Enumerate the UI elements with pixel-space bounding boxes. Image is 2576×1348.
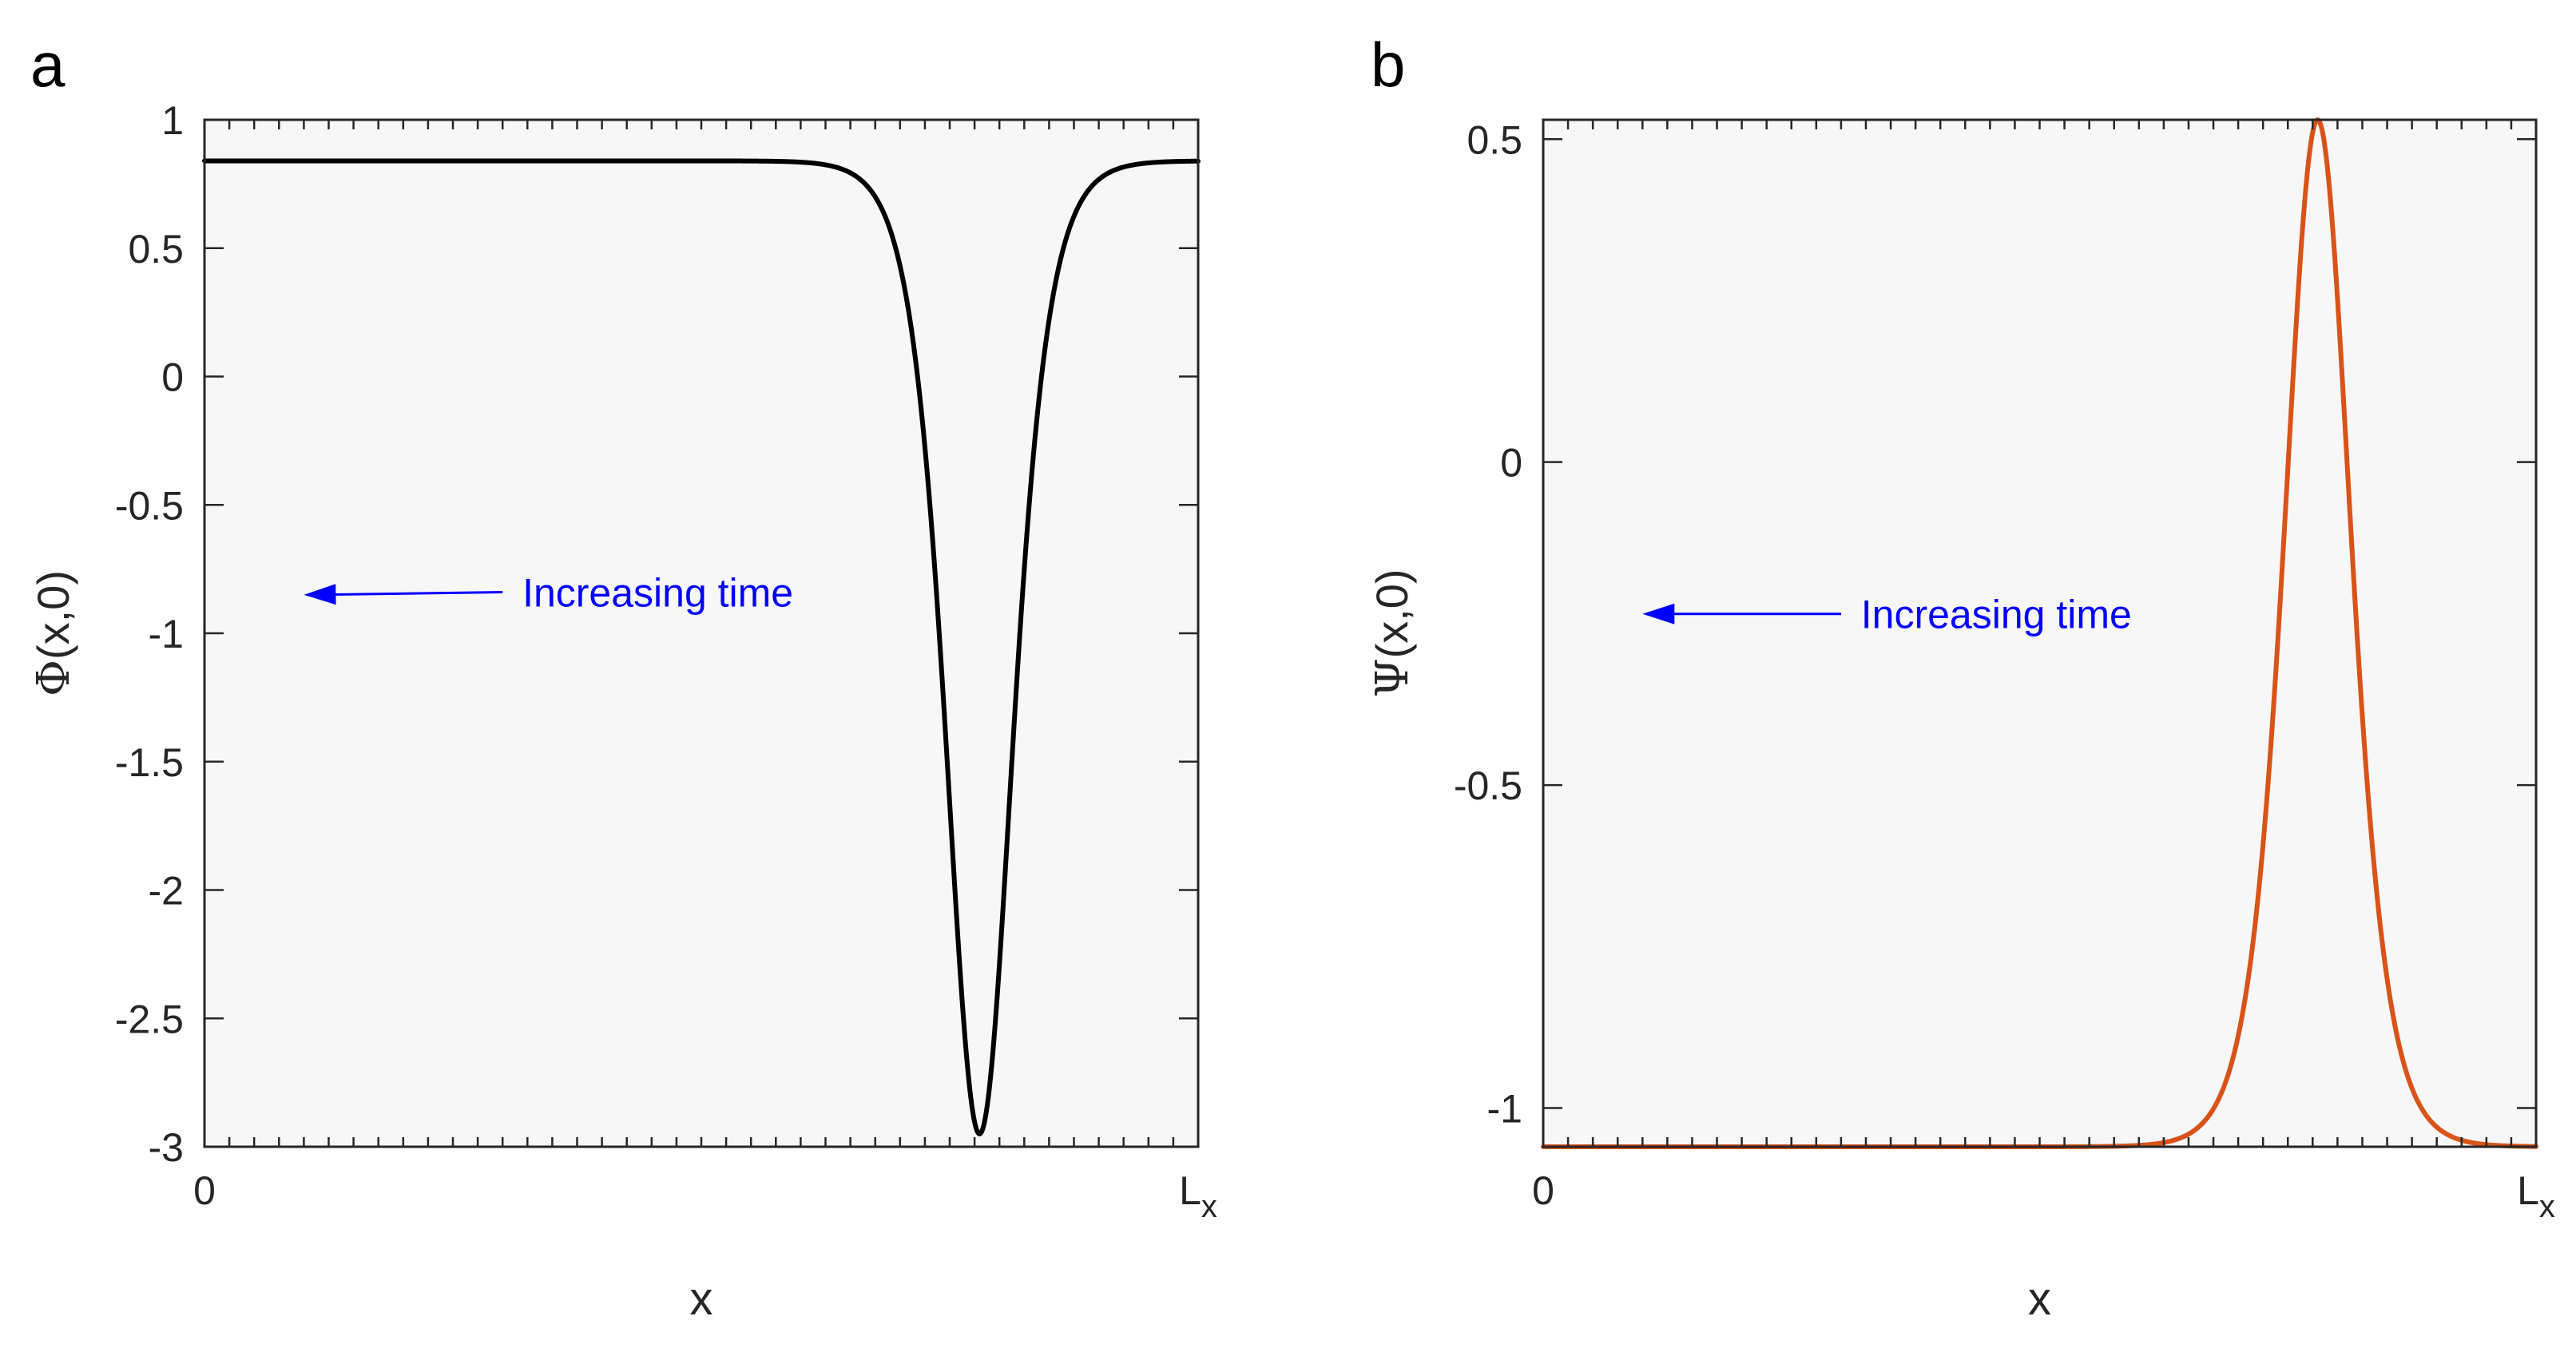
plot-area — [204, 120, 1198, 1147]
annotation-arrow — [320, 591, 503, 597]
y-tick-label: -0.5 — [1454, 763, 1522, 808]
y-axis-label-args: (x,0) — [1367, 569, 1417, 658]
y-tick-label: 0.5 — [128, 227, 184, 272]
x-tick-label-main: L — [1179, 1168, 1201, 1213]
x-tick-label: Lx — [2517, 1168, 2555, 1224]
series-line-1 — [202, 158, 1201, 1136]
panel-letter: a — [30, 30, 65, 100]
x-tick-label-main: L — [2517, 1168, 2539, 1213]
annotation-text: Increasing time — [522, 571, 793, 616]
y-tick-label: -0.5 — [115, 483, 184, 528]
x-tick-label-subscript: x — [2539, 1189, 2555, 1224]
y-tick-label: 0 — [161, 355, 184, 400]
y-tick-label: -1 — [149, 612, 184, 656]
plot-area — [1543, 120, 2536, 1147]
y-tick-label: -3 — [149, 1125, 184, 1170]
y-axis-label: Ψ(x,0) — [1367, 569, 1419, 697]
y-tick-label: 0.5 — [1467, 117, 1522, 162]
annotation-arrowhead — [1642, 603, 1675, 624]
y-axis-label-symbol: Ψ — [1367, 658, 1419, 697]
x-tick-label: 0 — [1532, 1168, 1554, 1213]
x-axis-label: x — [690, 1273, 713, 1325]
x-axis-label: x — [2028, 1273, 2051, 1325]
y-tick-label: -2 — [149, 869, 184, 914]
x-tick-label: Lx — [1179, 1168, 1217, 1224]
y-tick-label: -2.5 — [115, 997, 184, 1041]
y-axis-label: Φ(x,0) — [28, 570, 80, 696]
y-tick-label: 1 — [161, 98, 184, 143]
y-tick-label: -1 — [1487, 1086, 1522, 1131]
annotation-arrowhead — [304, 584, 336, 605]
panel-letter: b — [1371, 30, 1405, 100]
y-tick-label: -1.5 — [115, 740, 184, 785]
x-tick-label-subscript: x — [1201, 1189, 1217, 1224]
y-axis-label-symbol: Φ — [28, 660, 80, 696]
y-tick-label: 0 — [1500, 441, 1522, 486]
x-tick-label-main: 0 — [193, 1168, 216, 1213]
annotation-text: Increasing time — [1861, 593, 2132, 637]
x-tick-label-main: 0 — [1532, 1168, 1554, 1213]
x-tick-label: 0 — [193, 1168, 216, 1213]
y-axis-label-args: (x,0) — [28, 570, 78, 660]
